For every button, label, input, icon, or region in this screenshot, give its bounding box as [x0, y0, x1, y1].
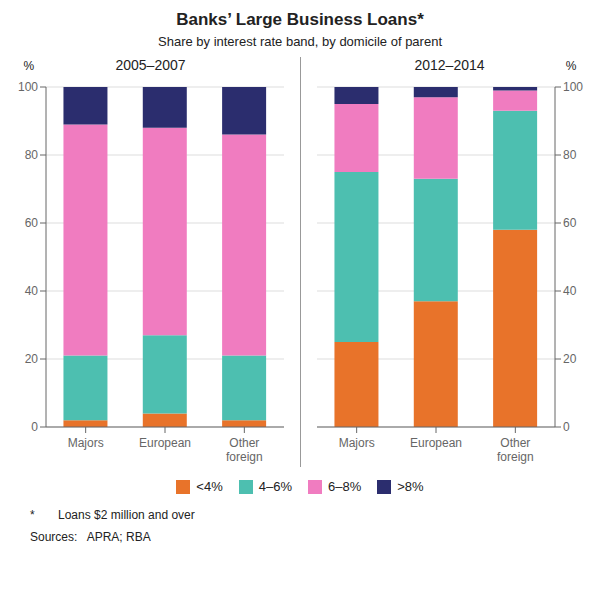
svg-text:Otherforeign: Otherforeign — [225, 436, 262, 464]
svg-text:20: 20 — [24, 352, 38, 366]
svg-text:Otherforeign: Otherforeign — [496, 436, 533, 464]
html-text:Share by interest rate band, b: Share by interest rate band, by domicile… — [158, 34, 442, 49]
svg-text:80: 80 — [563, 148, 577, 162]
html-text:<4%: <4% — [196, 479, 223, 494]
svg-text:60: 60 — [563, 216, 577, 230]
html-text:4–6%: 4–6% — [258, 479, 292, 494]
svg-text:80: 80 — [24, 148, 38, 162]
html-text:2012–2014: 2012–2014 — [414, 57, 485, 73]
html-text:6–8%: 6–8% — [328, 479, 362, 494]
html-text:Sources: APRA; RBA: Sources: APRA; RBA — [30, 530, 151, 544]
svg-text:40: 40 — [563, 284, 577, 298]
svg-text:100: 100 — [17, 80, 37, 94]
svg-text:Majors: Majors — [338, 436, 374, 450]
html-text:Banks’ Large Business Loans*: Banks’ Large Business Loans* — [176, 10, 424, 29]
svg-text:0: 0 — [563, 420, 570, 434]
svg-text:Majors: Majors — [67, 436, 103, 450]
svg-text:100: 100 — [563, 80, 583, 94]
svg-text:0: 0 — [31, 420, 38, 434]
svg-text:20: 20 — [563, 352, 577, 366]
html-text:>8%: >8% — [397, 479, 424, 494]
html-text:2005–2007: 2005–2007 — [115, 57, 186, 73]
svg-text:European: European — [138, 436, 190, 450]
svg-text:European: European — [409, 436, 461, 450]
svg-text:40: 40 — [24, 284, 38, 298]
svg-text:60: 60 — [24, 216, 38, 230]
html-text:* Loans $2 million and over: * Loans $2 million and over — [30, 508, 195, 522]
